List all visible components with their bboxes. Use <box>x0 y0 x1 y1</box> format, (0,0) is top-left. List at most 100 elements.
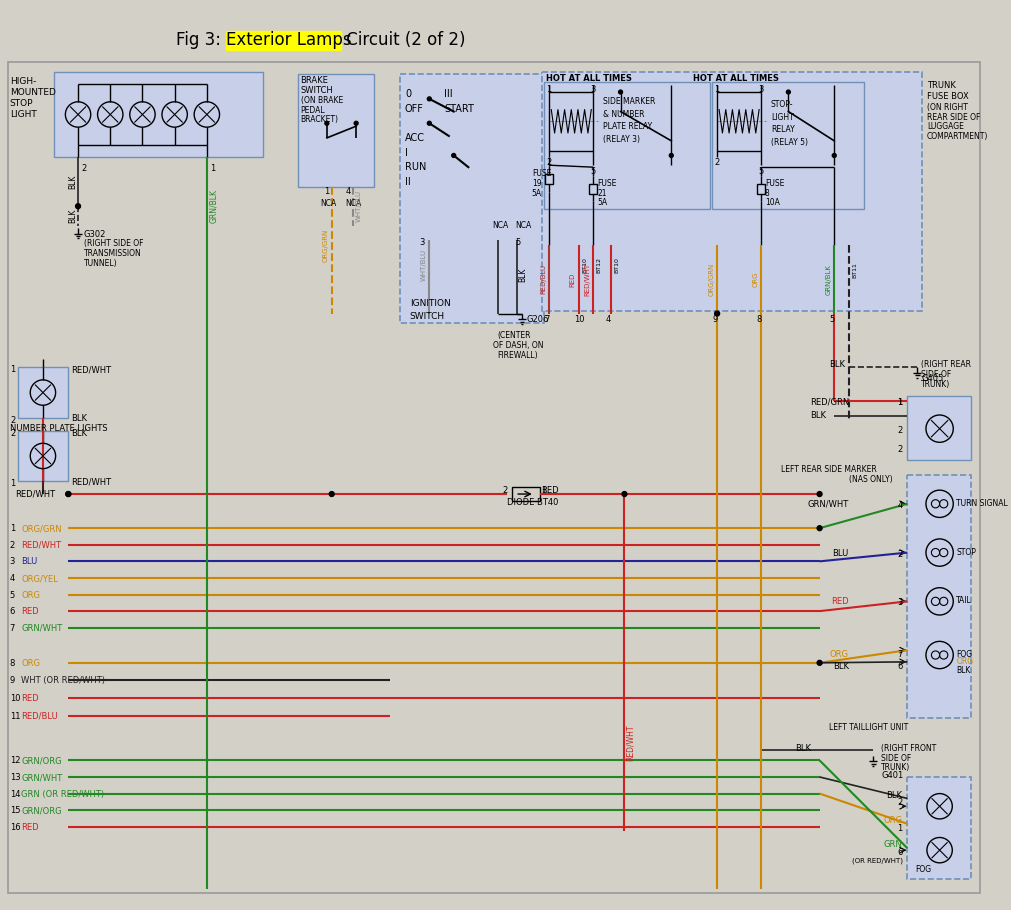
Text: 5: 5 <box>10 591 15 600</box>
Text: 1: 1 <box>714 86 719 95</box>
Text: COMPARTMENT): COMPARTMENT) <box>926 132 988 141</box>
Text: NUMBER PLATE LIGHTS: NUMBER PLATE LIGHTS <box>10 424 107 433</box>
Text: WHT/BLU: WHT/BLU <box>420 248 426 281</box>
Text: ORG: ORG <box>21 659 40 668</box>
Text: 1: 1 <box>546 86 551 95</box>
Text: 3: 3 <box>757 86 762 95</box>
Text: (RELAY 3): (RELAY 3) <box>603 135 639 144</box>
Circle shape <box>816 526 821 531</box>
Circle shape <box>668 154 672 157</box>
Text: 2: 2 <box>897 550 902 559</box>
Text: 5: 5 <box>515 238 520 248</box>
Text: 16: 16 <box>10 823 20 832</box>
Text: TRUNK): TRUNK) <box>881 763 910 773</box>
Text: BT10: BT10 <box>614 257 619 273</box>
Text: RED/WHT: RED/WHT <box>625 724 634 761</box>
Text: 1: 1 <box>10 365 15 374</box>
Bar <box>17 430 68 481</box>
Circle shape <box>622 491 626 497</box>
Text: 4: 4 <box>606 316 611 325</box>
Text: FUSE: FUSE <box>764 179 784 187</box>
Text: 7: 7 <box>544 316 549 325</box>
Text: 1: 1 <box>209 164 214 173</box>
Text: STOP-: STOP- <box>770 100 793 109</box>
Text: 2: 2 <box>81 164 86 173</box>
Text: III: III <box>444 89 452 99</box>
Text: ORG/GRN: ORG/GRN <box>21 524 62 533</box>
Text: 5: 5 <box>829 316 834 325</box>
Text: GRN/ORG: GRN/ORG <box>21 806 62 815</box>
Text: RED/WHT: RED/WHT <box>21 541 62 550</box>
Bar <box>549 92 592 150</box>
Text: BT10: BT10 <box>581 257 586 273</box>
Text: GRN/WHT: GRN/WHT <box>807 500 848 509</box>
Text: G401: G401 <box>881 771 903 780</box>
Text: BLU: BLU <box>832 549 848 558</box>
Text: FOG: FOG <box>955 650 972 659</box>
Text: 1: 1 <box>10 524 15 533</box>
Text: STOP: STOP <box>10 99 33 108</box>
Circle shape <box>831 154 835 157</box>
Text: SIDE OF: SIDE OF <box>881 753 911 763</box>
Circle shape <box>816 661 821 665</box>
Text: 3: 3 <box>10 558 15 566</box>
Text: ORG: ORG <box>955 657 973 666</box>
Text: BLK: BLK <box>955 666 970 674</box>
Text: ORG: ORG <box>883 816 902 825</box>
Bar <box>717 92 760 150</box>
Text: HOT AT ALL TIMES: HOT AT ALL TIMES <box>546 75 632 84</box>
Text: 7: 7 <box>10 623 15 632</box>
Bar <box>588 184 596 194</box>
Text: (RIGHT REAR: (RIGHT REAR <box>920 360 971 369</box>
Bar <box>226 31 341 50</box>
Circle shape <box>325 121 329 126</box>
Text: RED/WHT: RED/WHT <box>583 263 589 296</box>
Text: 3: 3 <box>897 599 902 608</box>
Text: REAR SIDE OF: REAR SIDE OF <box>926 113 980 122</box>
Text: NCA: NCA <box>345 199 361 208</box>
Text: 10A: 10A <box>764 198 779 207</box>
Text: BLK: BLK <box>518 268 527 282</box>
Bar <box>545 174 553 184</box>
Text: BLK: BLK <box>69 208 78 223</box>
Text: 8: 8 <box>10 659 15 668</box>
Text: G405: G405 <box>920 374 942 383</box>
Circle shape <box>76 204 81 208</box>
Text: HOT AT ALL TIMES: HOT AT ALL TIMES <box>693 75 777 84</box>
Text: (RIGHT FRONT: (RIGHT FRONT <box>881 743 935 753</box>
Text: 2: 2 <box>714 158 719 167</box>
Text: RED: RED <box>569 272 575 287</box>
Text: GRN/WHT: GRN/WHT <box>21 774 63 782</box>
Text: 5: 5 <box>757 167 762 177</box>
Text: 1: 1 <box>324 187 329 196</box>
Text: Fig 3:: Fig 3: <box>176 31 225 49</box>
Text: SWITCH: SWITCH <box>300 86 333 96</box>
Text: GRN/WHT: GRN/WHT <box>21 623 63 632</box>
Text: START: START <box>444 104 473 114</box>
Text: FUSE BOX: FUSE BOX <box>926 92 968 101</box>
Text: 2: 2 <box>10 541 15 550</box>
Bar <box>544 82 710 209</box>
Text: 12: 12 <box>10 756 20 765</box>
Circle shape <box>66 491 71 497</box>
Text: RED/WHT: RED/WHT <box>71 365 111 374</box>
Circle shape <box>66 491 71 497</box>
Text: I: I <box>404 147 407 157</box>
Text: TURN SIGNAL: TURN SIGNAL <box>955 499 1007 508</box>
Text: Exterior Lamps: Exterior Lamps <box>226 31 352 49</box>
Text: TRANSMISSION: TRANSMISSION <box>84 249 142 258</box>
Text: 3: 3 <box>589 86 595 95</box>
Text: BLK: BLK <box>886 791 902 800</box>
Text: LIGHT: LIGHT <box>10 109 36 118</box>
Circle shape <box>427 96 431 101</box>
Text: HIGH-: HIGH- <box>10 77 36 86</box>
Text: 14: 14 <box>10 790 20 799</box>
Text: BT11: BT11 <box>851 262 856 278</box>
Text: G206: G206 <box>527 316 549 325</box>
Text: RED: RED <box>830 598 848 606</box>
Text: 9: 9 <box>10 676 15 685</box>
Text: BRAKE: BRAKE <box>300 76 329 86</box>
Text: WHT (OR RED/WHT): WHT (OR RED/WHT) <box>21 676 105 685</box>
Text: BT12: BT12 <box>596 257 601 273</box>
Bar <box>907 474 970 718</box>
